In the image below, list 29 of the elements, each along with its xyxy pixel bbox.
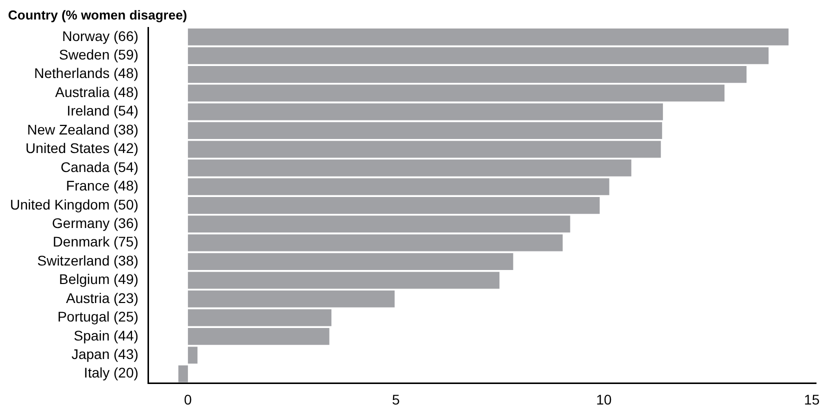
- y-tick-label: Belgium (49): [59, 271, 138, 288]
- y-tick-label: Spain (44): [74, 327, 138, 344]
- bar: [188, 140, 661, 158]
- bar: [188, 309, 332, 326]
- y-tick-label: Austria (23): [66, 290, 138, 306]
- x-tick-label: 0: [184, 391, 192, 408]
- y-tick-label: Netherlands (48): [34, 65, 138, 82]
- bar: [188, 272, 500, 289]
- y-tick-label: Germany (36): [52, 214, 138, 231]
- y-tick-label: Norway (66): [62, 28, 138, 44]
- y-tick-label: New Zealand (38): [27, 121, 138, 138]
- y-tick-label: Switzerland (38): [37, 252, 138, 268]
- y-tick-label: Canada (54): [60, 158, 138, 175]
- y-axis-title: Country (% women disagree): [8, 7, 188, 22]
- y-tick-label: Sweden (59): [59, 46, 138, 63]
- y-tick-label: Australia (48): [55, 84, 138, 100]
- x-tick-label: 15: [804, 391, 820, 408]
- y-tick-label: Denmark (75): [52, 234, 138, 250]
- y-tick-label: Portugal (25): [57, 308, 138, 325]
- y-tick-label: United States (42): [26, 140, 138, 156]
- y-tick-label: Japan (43): [71, 346, 138, 362]
- y-tick-label: United Kingdom (50): [10, 196, 138, 212]
- bar: [188, 290, 395, 308]
- x-tick-label: 5: [392, 391, 400, 408]
- x-tick-label: 10: [596, 391, 612, 408]
- bar: [178, 365, 188, 382]
- y-tick-label: France (48): [66, 178, 138, 194]
- y-tick-label: Ireland (54): [66, 102, 138, 119]
- y-tick-label: Italy (20): [84, 364, 138, 381]
